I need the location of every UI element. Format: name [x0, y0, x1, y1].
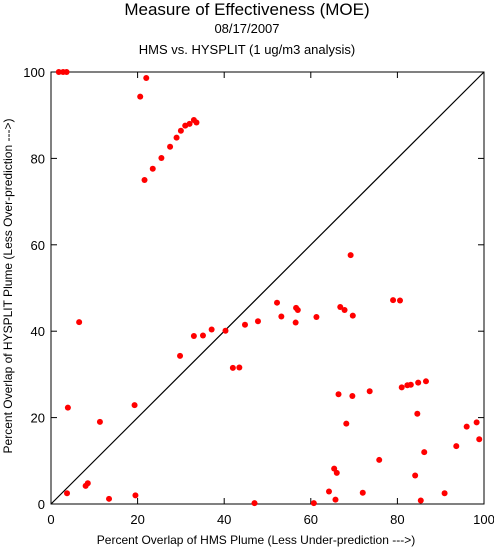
data-point — [463, 423, 470, 430]
points-layer — [55, 69, 483, 507]
data-point — [229, 364, 236, 371]
data-point — [349, 393, 356, 399]
plot-frame — [50, 71, 485, 505]
data-point — [167, 143, 174, 150]
data-point — [274, 299, 281, 306]
axes-layer: 0 20 40 60 80 100 0 20 40 60 80 100 — [23, 65, 494, 527]
data-point — [141, 177, 148, 183]
y-tick-label: 0 — [38, 497, 45, 512]
data-point — [137, 93, 144, 100]
y-axis-label: Percent Overlap of HYSPLIT Plume (Less O… — [1, 119, 15, 454]
x-tick-label: 80 — [390, 512, 404, 527]
data-point — [407, 381, 414, 388]
data-point — [359, 489, 366, 496]
y-tick-label: 20 — [31, 411, 45, 426]
data-point — [131, 402, 138, 409]
data-point — [331, 465, 338, 472]
data-point — [343, 420, 350, 427]
data-point — [64, 404, 71, 411]
data-point — [415, 379, 422, 386]
data-point — [398, 384, 405, 391]
diagonal-line — [50, 71, 485, 505]
data-point — [417, 497, 424, 504]
data-point — [236, 364, 243, 371]
data-point — [84, 480, 91, 487]
data-point — [310, 500, 317, 507]
data-point — [294, 307, 301, 314]
data-point — [441, 490, 448, 497]
data-point — [332, 496, 339, 503]
data-point — [76, 319, 83, 326]
data-point — [193, 119, 200, 126]
data-point — [177, 352, 184, 359]
data-point — [341, 307, 348, 314]
data-point — [64, 490, 71, 497]
data-point — [421, 449, 428, 456]
x-tick-label: 60 — [304, 512, 318, 527]
data-point — [347, 252, 354, 259]
data-point — [313, 313, 320, 320]
data-point — [199, 332, 206, 339]
x-tick-label: 40 — [217, 512, 231, 527]
y-tick-label: 80 — [31, 151, 45, 166]
data-point — [132, 492, 139, 499]
data-point — [254, 318, 261, 325]
data-point — [292, 319, 299, 326]
data-point — [177, 127, 184, 134]
data-point — [63, 69, 70, 75]
chart-subtitle: HMS vs. HYSPLIT (1 ug/m3 analysis) — [138, 42, 356, 57]
data-point — [349, 312, 356, 319]
data-point — [414, 410, 421, 417]
data-point — [55, 69, 62, 75]
chart-title: Measure of Effectiveness (MOE) — [124, 0, 370, 19]
data-point — [190, 332, 197, 339]
data-point — [96, 418, 103, 425]
data-point — [422, 378, 429, 385]
data-point — [376, 456, 383, 463]
data-point — [396, 297, 403, 304]
y-tick-label: 40 — [31, 324, 45, 339]
data-point — [186, 120, 193, 127]
data-point — [390, 297, 397, 304]
data-point — [366, 388, 373, 395]
data-point — [208, 326, 215, 333]
data-point — [337, 304, 344, 311]
data-point — [412, 472, 419, 479]
data-point — [251, 500, 258, 507]
data-point — [476, 436, 483, 443]
data-point — [222, 327, 229, 334]
data-point — [335, 391, 342, 398]
data-point — [106, 495, 113, 502]
data-point — [473, 419, 480, 426]
data-point — [241, 321, 248, 328]
data-point — [143, 75, 150, 82]
x-tick-label: 0 — [47, 512, 54, 527]
x-axis-label: Percent Overlap of HMS Plume (Less Under… — [97, 533, 415, 547]
chart-date: 08/17/2007 — [214, 21, 280, 36]
y-tick-label: 100 — [23, 65, 45, 80]
data-point — [453, 443, 460, 450]
data-point — [278, 313, 285, 320]
data-point — [173, 134, 180, 141]
x-tick-label: 100 — [473, 512, 494, 527]
x-tick-label: 20 — [130, 512, 144, 527]
data-point — [333, 469, 340, 476]
data-point — [158, 154, 165, 161]
data-point — [325, 488, 332, 495]
y-tick-label: 60 — [31, 238, 45, 253]
data-point — [149, 165, 156, 172]
